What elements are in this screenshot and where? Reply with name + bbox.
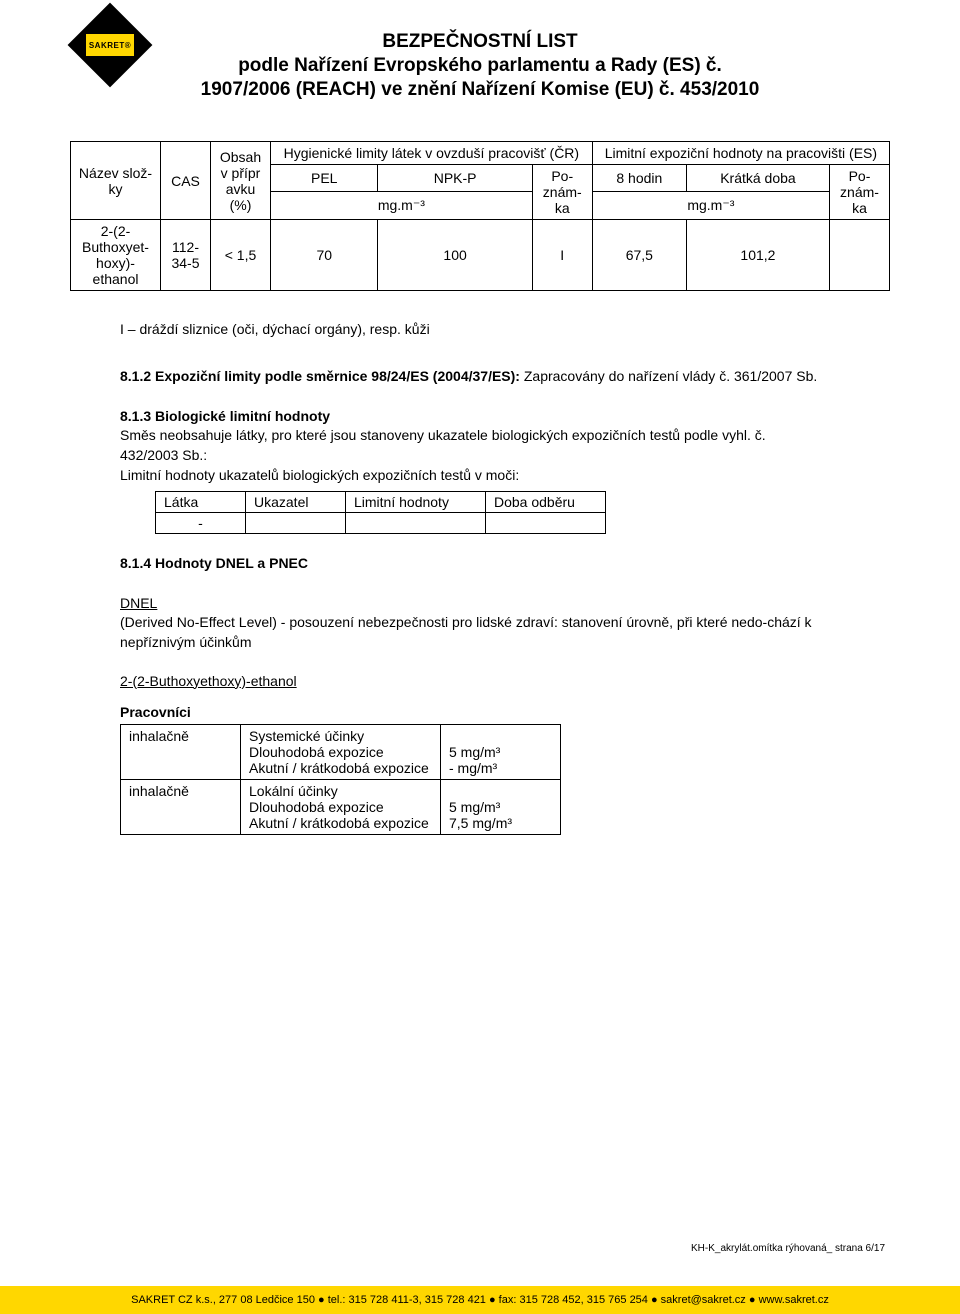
title-line-2: podle Nařízení Evropského parlamentu a R… xyxy=(70,54,890,78)
workers-label: Pracovníci xyxy=(120,704,890,720)
section-814-num: 8.1.4 Hodnoty DNEL a PNEC xyxy=(120,554,890,574)
cell-values: 5 mg/m³ 7,5 mg/m³ xyxy=(441,779,561,834)
note-i: I – dráždí sliznice (oči, dýchací orgány… xyxy=(120,321,890,337)
value-long: 5 mg/m³ xyxy=(449,799,500,815)
section-813-line3: Limitní hodnoty ukazatelů biologických e… xyxy=(120,467,519,483)
dnel-desc: (Derived No-Effect Level) - posouzení ne… xyxy=(120,614,812,650)
section-813: 8.1.3 Biologické limitní hodnoty Směs ne… xyxy=(120,407,890,485)
effect-type: Lokální účinky xyxy=(249,783,338,799)
col-pel: PEL xyxy=(271,165,378,192)
cell-effects: Systemické účinky Dlouhodobá expozice Ak… xyxy=(241,724,441,779)
cell-route: inhalačně xyxy=(121,724,241,779)
dnel-block: DNEL (Derived No-Effect Level) - posouze… xyxy=(120,594,890,653)
table-row: - xyxy=(156,513,606,534)
page-content: SAKRET® BEZPEČNOSTNÍ LIST podle Nařízení… xyxy=(0,0,960,955)
table-header-row: Látka Ukazatel Limitní hodnoty Doba odbě… xyxy=(156,492,606,513)
exposure-table: inhalačně Systemické účinky Dlouhodobá e… xyxy=(120,724,561,835)
cell-dash: - xyxy=(156,513,246,534)
cell-pel: 70 xyxy=(271,220,378,291)
col-npkp: NPK-P xyxy=(378,165,532,192)
table-row: inhalačně Systemické účinky Dlouhodobá e… xyxy=(121,724,561,779)
col-kratka: Krátká doba xyxy=(686,165,829,192)
limits-table: Název slož-ky CAS Obsah v přípr avku (%)… xyxy=(70,141,890,291)
title-line-3: 1907/2006 (REACH) ve znění Nařízení Komi… xyxy=(70,78,890,102)
section-814-heading: 8.1.4 Hodnoty DNEL a PNEC xyxy=(120,555,308,571)
section-813-line1: Směs neobsahuje látky, pro které jsou st… xyxy=(120,427,766,443)
cell-nazev: 2-(2-Buthoxyet-hoxy)-ethanol xyxy=(71,220,161,291)
substance-name: 2-(2-Buthoxyethoxy)-ethanol xyxy=(120,673,890,689)
footer-contact-bar: SAKRET CZ k.s., 277 08 Ledčice 150 ● tel… xyxy=(0,1286,960,1314)
cell-empty xyxy=(246,513,346,534)
cell-8h: 67,5 xyxy=(592,220,686,291)
cell-obsah: < 1,5 xyxy=(211,220,271,291)
table-row: 2-(2-Buthoxyet-hoxy)-ethanol 112-34-5 < … xyxy=(71,220,890,291)
col-pozn2: Po-znám-ka xyxy=(830,165,890,220)
col-mgm3-1: mg.m⁻³ xyxy=(271,192,533,220)
col-nazev: Název slož-ky xyxy=(71,142,161,220)
col-8h: 8 hodin xyxy=(592,165,686,192)
logo-text: SAKRET® xyxy=(86,34,134,56)
exposure-short: Akutní / krátkodobá expozice xyxy=(249,815,429,831)
cell-kratk: 101,2 xyxy=(686,220,829,291)
exposure-short: Akutní / krátkodobá expozice xyxy=(249,760,429,776)
table-row: inhalačně Lokální účinky Dlouhodobá expo… xyxy=(121,779,561,834)
cell-route: inhalačně xyxy=(121,779,241,834)
document-title: BEZPEČNOSTNÍ LIST podle Nařízení Evropsk… xyxy=(70,20,890,101)
cell-values: 5 mg/m³ - mg/m³ xyxy=(441,724,561,779)
cell-npkp: 100 xyxy=(378,220,532,291)
cell-empty xyxy=(346,513,486,534)
section-813-line2: 432/2003 Sb.: xyxy=(120,447,207,463)
col-pozn: Po-znám-ka xyxy=(532,165,592,220)
dnel-label: DNEL xyxy=(120,595,157,611)
value-long: 5 mg/m³ xyxy=(449,744,500,760)
col-latka: Látka xyxy=(156,492,246,513)
col-limit: Limitní expoziční hodnoty na pracovišti … xyxy=(592,142,889,165)
col-limitni: Limitní hodnoty xyxy=(346,492,486,513)
table-header-row: Název slož-ky CAS Obsah v přípr avku (%)… xyxy=(71,142,890,165)
col-obsah: Obsah v přípr avku (%) xyxy=(211,142,271,220)
section-812-text: Zapracovány do nařízení vlády č. 361/200… xyxy=(520,368,817,384)
col-mgm3-2: mg.m⁻³ xyxy=(592,192,829,220)
value-short: 7,5 mg/m³ xyxy=(449,815,512,831)
col-hyg: Hygienické limity látek v ovzduší pracov… xyxy=(271,142,593,165)
section-813-num: 8.1.3 Biologické limitní hodnoty xyxy=(120,408,330,424)
cell-effects: Lokální účinky Dlouhodobá expozice Akutn… xyxy=(241,779,441,834)
title-line-1: BEZPEČNOSTNÍ LIST xyxy=(70,30,890,54)
cell-pozn2 xyxy=(830,220,890,291)
section-812: 8.1.2 Expoziční limity podle směrnice 98… xyxy=(120,367,890,387)
col-cas: CAS xyxy=(161,142,211,220)
bio-table: Látka Ukazatel Limitní hodnoty Doba odbě… xyxy=(155,491,606,534)
col-ukazatel: Ukazatel xyxy=(246,492,346,513)
cell-pozn1: I xyxy=(532,220,592,291)
section-812-num: 8.1.2 Expoziční limity podle směrnice 98… xyxy=(120,368,520,384)
exposure-long: Dlouhodobá expozice xyxy=(249,744,384,760)
header: SAKRET® BEZPEČNOSTNÍ LIST podle Nařízení… xyxy=(70,20,890,101)
cell-empty xyxy=(486,513,606,534)
cell-cas: 112-34-5 xyxy=(161,220,211,291)
exposure-long: Dlouhodobá expozice xyxy=(249,799,384,815)
col-doba: Doba odběru xyxy=(486,492,606,513)
value-short: - mg/m³ xyxy=(449,760,497,776)
effect-type: Systemické účinky xyxy=(249,728,364,744)
footer-doc-info: KH-K_akrylát.omítka rýhovaná_ strana 6/1… xyxy=(0,1243,960,1254)
